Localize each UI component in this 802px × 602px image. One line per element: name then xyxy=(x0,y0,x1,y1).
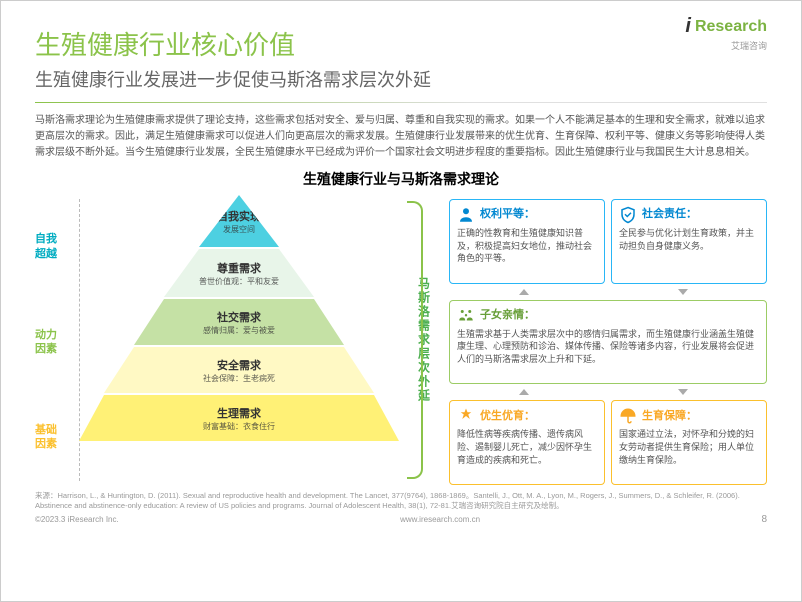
family-icon xyxy=(457,307,475,325)
pyramid-level: 自我实现发展空间 xyxy=(199,195,279,247)
card-body: 正确的性教育和生殖健康知识普及，积极提高妇女地位，推动社会角色的平等。 xyxy=(457,227,597,265)
factor-label: 基础因素 xyxy=(35,420,79,455)
info-card: 权利平等： 正确的性教育和生殖健康知识普及，积极提高妇女地位，推动社会角色的平等。 xyxy=(449,199,605,284)
divider xyxy=(35,102,767,103)
shield-icon xyxy=(619,206,637,224)
pyramid-level-title: 社交需求 xyxy=(217,309,261,325)
card-title: 优生优育： xyxy=(480,409,535,424)
logo-text: Research xyxy=(695,18,767,36)
pyramid-level-title: 生理需求 xyxy=(217,405,261,421)
pyramid-level: 生理需求财富基础：衣食住行 xyxy=(79,395,399,441)
cards-column: 权利平等： 正确的性教育和生殖健康知识普及，积极提高妇女地位，推动社会角色的平等。… xyxy=(449,195,767,485)
card-row: 权利平等： 正确的性教育和生殖健康知识普及，积极提高妇女地位，推动社会角色的平等。… xyxy=(449,199,767,284)
maslow-pyramid: 自我实现发展空间尊重需求普世价值观：平和友爱社交需求感情归属：爱与被爱安全需求社… xyxy=(79,195,399,475)
copyright: ©2023.3 iResearch Inc. xyxy=(35,515,119,524)
logo-subtitle: 艾瑞咨询 xyxy=(731,39,767,52)
page-title: 生殖健康行业核心价值 xyxy=(35,25,767,62)
pyramid-level: 安全需求社会保障：生老病死 xyxy=(104,347,374,393)
logo-i-icon: i xyxy=(685,15,691,38)
factor-label: 动力因素 xyxy=(35,325,79,360)
info-card: 社会责任： 全民参与优化计划生育政策，并主动担负自身健康义务。 xyxy=(611,199,767,284)
pyramid-level-sub: 普世价值观：平和友爱 xyxy=(199,276,279,287)
flow-arrow xyxy=(449,290,767,294)
pyramid-level-title: 安全需求 xyxy=(217,357,261,373)
info-card: 优生优育： 降低性病等疾病传播、遗传病风险、遏制婴儿死亡，减少因怀孕生育造成的疾病… xyxy=(449,400,605,485)
logo: i Research xyxy=(685,15,767,38)
main-diagram: 自我超越动力因素基础因素 自我实现发展空间尊重需求普世价值观：平和友爱社交需求感… xyxy=(35,195,767,485)
bracket-line xyxy=(407,201,423,479)
card-title: 子女亲情： xyxy=(480,308,535,323)
footer: ©2023.3 iResearch Inc. www.iresearch.com… xyxy=(35,514,767,525)
url: www.iresearch.com.cn xyxy=(400,515,480,524)
pyramid-level: 社交需求感情归属：爱与被爱 xyxy=(134,299,344,345)
pyramid-level-sub: 财富基础：衣食住行 xyxy=(203,421,275,432)
card-body: 生殖需求基于人类需求层次中的感情归属需求，而生殖健康行业涵盖生殖健康生理、心理预… xyxy=(457,328,759,366)
pyramid-container: 自我实现发展空间尊重需求普世价值观：平和友爱社交需求感情归属：爱与被爱安全需求社… xyxy=(79,195,399,485)
info-card: 子女亲情： 生殖需求基于人类需求层次中的感情归属需求，而生殖健康行业涵盖生殖健康生… xyxy=(449,300,767,385)
source-citation: 来源：Harrison, L., & Huntington, D. (2011)… xyxy=(35,491,767,511)
bracket: 马斯洛需求层次外延 xyxy=(399,195,449,485)
card-row: 子女亲情： 生殖需求基于人类需求层次中的感情归属需求，而生殖健康行业涵盖生殖健康生… xyxy=(449,300,767,385)
umbrella-icon xyxy=(619,407,637,425)
page-number: 8 xyxy=(761,514,767,525)
card-body: 全民参与优化计划生育政策，并主动担负自身健康义务。 xyxy=(619,227,759,252)
card-title: 社会责任： xyxy=(642,207,697,222)
card-title: 生育保障： xyxy=(642,409,697,424)
pyramid-level-sub: 发展空间 xyxy=(223,224,255,235)
card-title: 权利平等： xyxy=(480,207,535,222)
pyramid-level: 尊重需求普世价值观：平和友爱 xyxy=(164,249,314,297)
chart-title: 生殖健康行业与马斯洛需求理论 xyxy=(35,169,767,189)
pyramid-level-title: 尊重需求 xyxy=(217,260,261,276)
pyramid-level-sub: 感情归属：爱与被爱 xyxy=(203,325,275,336)
card-row: 优生优育： 降低性病等疾病传播、遗传病风险、遏制婴儿死亡，减少因怀孕生育造成的疾病… xyxy=(449,400,767,485)
body-paragraph: 马斯洛需求理论为生殖健康需求提供了理论支持，这些需求包括对安全、爱与归属、尊重和… xyxy=(35,113,767,161)
stars-icon xyxy=(457,407,475,425)
pyramid-level-title: 自我实现 xyxy=(217,208,261,224)
info-card: 生育保障： 国家通过立法，对怀孕和分娩的妇女劳动者提供生育保险；用人单位缴纳生育保… xyxy=(611,400,767,485)
person-icon xyxy=(457,206,475,224)
page-subtitle: 生殖健康行业发展进一步促使马斯洛需求层次外延 xyxy=(35,66,767,92)
factor-label: 自我超越 xyxy=(35,229,79,264)
flow-arrow xyxy=(449,390,767,394)
pyramid-level-sub: 社会保障：生老病死 xyxy=(203,373,275,384)
left-labels: 自我超越动力因素基础因素 xyxy=(35,195,79,485)
card-body: 降低性病等疾病传播、遗传病风险、遏制婴儿死亡，减少因怀孕生育造成的疾病和死亡。 xyxy=(457,428,597,466)
card-body: 国家通过立法，对怀孕和分娩的妇女劳动者提供生育保险；用人单位缴纳生育保险。 xyxy=(619,428,759,466)
